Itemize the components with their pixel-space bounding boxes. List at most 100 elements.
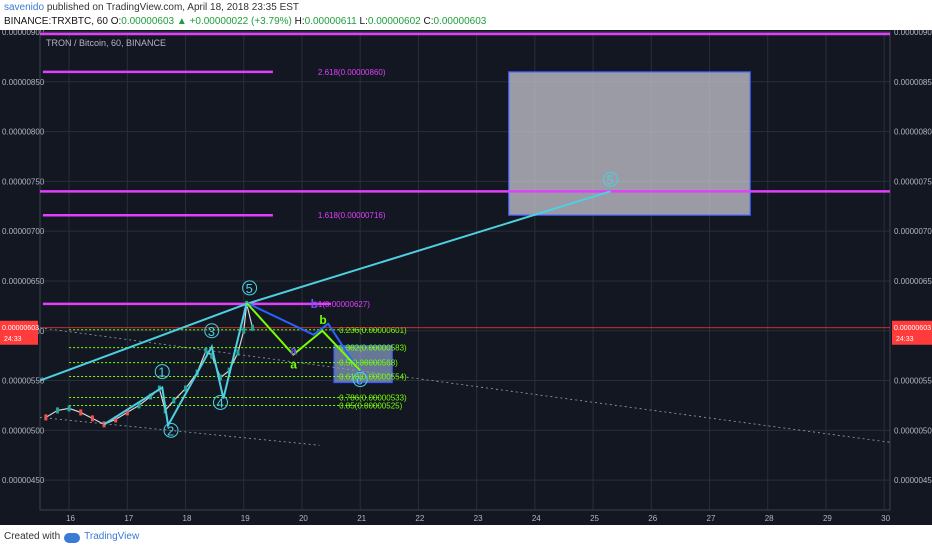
wave-label: 5 — [607, 172, 614, 187]
x-tick-label: 22 — [415, 514, 424, 523]
x-tick-label: 20 — [299, 514, 308, 523]
last-price-badge-left — [0, 320, 38, 345]
h-label: H: — [294, 16, 305, 27]
target-zone — [508, 71, 751, 216]
last-price-label-left: 0.00000603 — [2, 325, 39, 332]
wave-label-circle — [212, 394, 228, 410]
y-tick-label-left: 0.00000550 — [2, 377, 45, 386]
author-link[interactable]: savenido — [4, 2, 45, 13]
chart-title: TRON / Bitcoin, 60, BINANCE — [46, 38, 166, 48]
tradingview-logo-icon — [64, 532, 81, 543]
y-tick-label-left: 0.00000900 — [2, 30, 45, 37]
price-candle — [137, 402, 141, 409]
price-candle — [125, 409, 129, 416]
x-tick-label: 29 — [823, 514, 832, 523]
fib-retracement-label: 0.618(0.00000554) — [339, 373, 407, 382]
fib-retracement-label: 0.85(0.00000525) — [339, 401, 403, 410]
price-candle — [204, 347, 208, 354]
y-tick-label-left: 0.00000450 — [2, 476, 45, 485]
x-tick-label: 19 — [241, 514, 250, 523]
price-candle — [218, 374, 222, 381]
x-tick-label: 26 — [648, 514, 657, 523]
fib-retracement-label: 0.236(0.00000601) — [339, 326, 407, 335]
wave-label-circle — [154, 364, 170, 380]
y-tick-label-right: 0.00000450 — [894, 476, 932, 485]
wave-label-circle — [352, 372, 368, 388]
l-label: L: — [359, 16, 368, 27]
wave-label: 2 — [167, 423, 174, 438]
price-candle — [114, 416, 118, 423]
created-with-text: Created with — [4, 531, 61, 542]
trendline — [39, 416, 320, 446]
green-wave-line — [245, 302, 361, 372]
wave-label: 3 — [208, 324, 215, 339]
wave-label-circle — [204, 323, 220, 339]
x-tick-label: 24 — [532, 514, 541, 523]
wave-label: 1 — [158, 365, 165, 380]
price-candle — [184, 385, 188, 392]
price-candle — [79, 409, 83, 416]
y-tick-label-right: 0.00000500 — [894, 426, 932, 435]
x-tick-label: 30 — [881, 514, 890, 523]
countdown-label-left: 24:33 — [4, 336, 22, 343]
symbol-label: BINANCE:TRXBTC, 60 — [4, 16, 108, 27]
wave-letter-label: b — [319, 313, 326, 327]
fib-extension-label: 1.618(0.00000716) — [318, 211, 386, 220]
chart-background — [0, 30, 932, 525]
fib-retracement-label: 0.382(0.00000583) — [339, 344, 407, 353]
x-tick-label: 27 — [707, 514, 716, 523]
change-value: ▲ +0.00000022 (+3.79%) — [176, 16, 292, 27]
fib-extension-label: 2.618(0.00000860) — [318, 68, 386, 77]
x-tick-label: 18 — [183, 514, 192, 523]
x-tick-label: 25 — [590, 514, 599, 523]
price-candle — [55, 407, 59, 414]
price-candle — [90, 415, 94, 422]
wave-letter-label: a — [290, 344, 297, 358]
price-candle — [251, 324, 254, 331]
high-value: 0.00000611 — [304, 16, 357, 27]
y-tick-label-left: 0.00000650 — [2, 277, 45, 286]
plot-frame — [39, 31, 891, 511]
impulse-wave-line — [103, 302, 248, 429]
y-tick-label-left: 0.00000700 — [2, 227, 45, 236]
c-label: C: — [423, 16, 434, 27]
correction-wave-line — [246, 301, 362, 374]
y-tick-label-right: 0.00000900 — [894, 30, 932, 37]
y-tick-label-right: 0.00000700 — [894, 227, 932, 236]
y-tick-label-left: 0.00000500 — [2, 426, 45, 435]
y-tick-label-right: 0.00000800 — [894, 128, 932, 137]
publish-info: savenido published on TradingView.com, A… — [4, 2, 299, 13]
y-tick-label-left: 0.00000850 — [2, 78, 45, 87]
wave-letter-label: b — [311, 297, 318, 311]
wave-label: 5 — [246, 281, 253, 296]
y-tick-label-left: 0.00000800 — [2, 128, 45, 137]
wave-letter-label: a — [290, 358, 297, 372]
countdown-label-right: 24:33 — [896, 336, 914, 343]
footer: Created with TradingView — [4, 531, 140, 543]
ohlc-bar: BINANCE:TRXBTC, 60 O:0.00000603 ▲ +0.000… — [4, 16, 486, 27]
price-candle — [172, 397, 176, 404]
wave-label: c — [356, 373, 363, 388]
wave-label: 4 — [216, 395, 223, 410]
close-value: 0.00000603 — [433, 16, 487, 27]
low-value: 0.00000602 — [367, 16, 421, 27]
x-tick-label: 23 — [474, 514, 483, 523]
wave-label-circle — [603, 171, 619, 187]
last-price-label-right: 0.00000603 — [894, 325, 931, 332]
price-candle — [236, 349, 240, 356]
open-value: 0.00000603 — [121, 16, 175, 27]
tradingview-brand[interactable]: TradingView — [84, 531, 140, 542]
price-candle — [210, 352, 214, 359]
y-tick-label-right: 0.00000550 — [894, 377, 932, 386]
y-tick-label-right: 0.00000650 — [894, 277, 932, 286]
price-candle — [242, 327, 246, 334]
fib-retracement-label: 0.786(0.00000533) — [339, 393, 407, 402]
wave-label-circle — [163, 422, 179, 438]
price-candle — [149, 393, 153, 400]
price-chart[interactable]: 0.00000450 0.00000450 0.00000500 0.00000500… — [0, 30, 932, 525]
y-tick-label-right: 0.00000850 — [894, 78, 932, 87]
y-tick-label-right: 0.00000750 — [894, 177, 932, 186]
x-tick-label: 16 — [66, 514, 75, 523]
publish-text: published on TradingView.com, April 18, … — [46, 2, 300, 13]
